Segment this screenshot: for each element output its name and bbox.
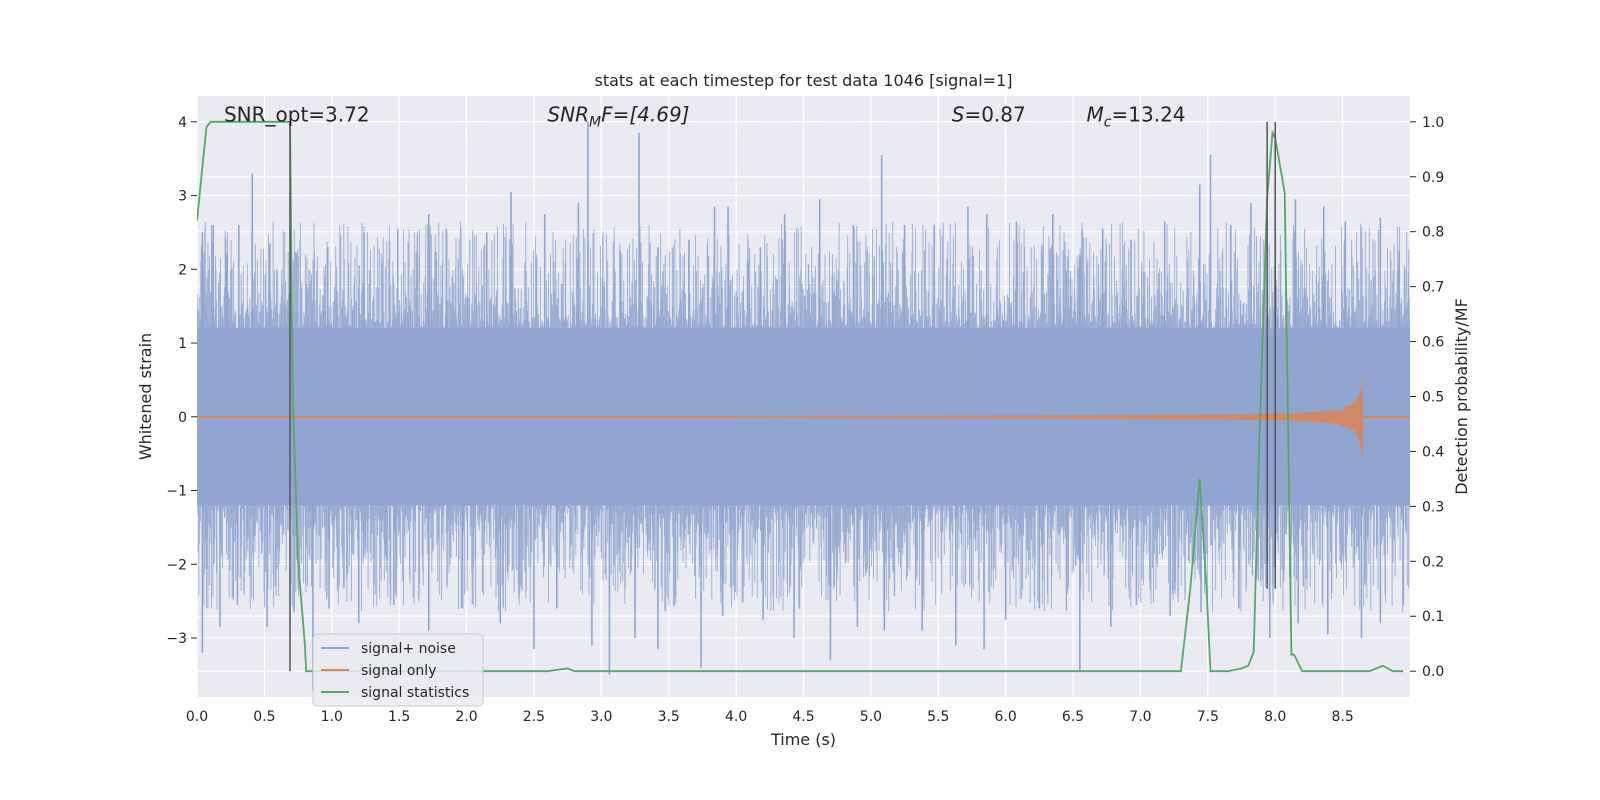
y-tick-label: 4: [178, 115, 187, 131]
y2-tick-label: 0.6: [1422, 335, 1444, 351]
x-tick-label: 8.5: [1331, 709, 1353, 725]
legend-label: signal only: [361, 663, 436, 679]
x-tick-label: 2.0: [455, 709, 477, 725]
x-axis-label: Time (s): [770, 730, 836, 749]
x-tick-label: 7.5: [1197, 709, 1219, 725]
y2-tick-label: 0.7: [1422, 280, 1444, 296]
annotation-symbol: S: [952, 102, 965, 126]
annotation-4: Mc=13.24: [1087, 102, 1186, 130]
x-tick-label: 2.5: [523, 709, 545, 725]
x-tick-label: 0.5: [253, 709, 275, 725]
annotation-symbol: SNR: [547, 102, 589, 126]
x-tick-label: 0.0: [186, 709, 208, 725]
data-layer: [197, 120, 1410, 690]
annotation-value: =13.24: [1112, 102, 1186, 126]
y-tick-label: −2: [166, 557, 187, 573]
x-tick-label: 3.5: [658, 709, 680, 725]
y-tick-label: 2: [178, 262, 187, 278]
signal-statistics-line: [197, 120, 1404, 673]
x-tick-label: 7.0: [1129, 709, 1151, 725]
legend-label: signal statistics: [361, 685, 469, 701]
y2-tick-label: 0.0: [1422, 664, 1444, 680]
y2-tick-label: 0.9: [1422, 170, 1444, 186]
x-tick-label: 4.0: [725, 709, 747, 725]
y2-tick-label: 1.0: [1422, 115, 1444, 131]
x-tick-label: 1.0: [321, 709, 343, 725]
x-tick-label: 6.0: [995, 709, 1017, 725]
x-tick-label: 6.5: [1062, 709, 1084, 725]
y2-axis-label: Detection probability/MF: [1452, 298, 1471, 495]
y2-tick-label: 0.1: [1422, 609, 1444, 625]
y-tick-label: −1: [166, 484, 187, 500]
annotation-text: SNR_opt=3.72: [224, 102, 370, 126]
annotation-subscript: c: [1104, 114, 1112, 130]
plot-area: [196, 96, 1410, 697]
y-tick-label: 0: [178, 410, 187, 426]
y-tick-label: −3: [166, 631, 187, 647]
chart-title: stats at each timestep for test data 104…: [594, 71, 1012, 90]
legend-label: signal+ noise: [361, 641, 456, 657]
y2-tick-label: 0.2: [1422, 554, 1444, 570]
signal-chirp: [735, 379, 1364, 456]
x-tick-label: 5.0: [860, 709, 882, 725]
y2-tick-label: 0.3: [1422, 499, 1444, 515]
x-tick-label: 1.5: [388, 709, 410, 725]
y-axis-label: Whitened strain: [136, 333, 155, 460]
annotation-value: F=[4.69]: [601, 102, 689, 126]
annotation-value: =0.87: [964, 102, 1025, 126]
annotation-symbol: M: [1087, 102, 1104, 126]
y-tick-label: 1: [178, 336, 187, 352]
annotation-subscript: M: [589, 114, 601, 130]
legend: signal+ noise signal only signal statistic…: [312, 633, 484, 707]
y2-tick-label: 0.5: [1422, 390, 1444, 406]
x-tick-label: 3.0: [590, 709, 612, 725]
y2-tick-label: 0.8: [1422, 225, 1444, 241]
y2-tick-label: 0.4: [1422, 444, 1444, 460]
annotation-1: SNR_opt=3.72: [224, 102, 370, 126]
x-tick-label: 5.5: [927, 709, 949, 725]
annotation-3: S=0.87: [952, 102, 1026, 126]
y-tick-label: 3: [178, 189, 187, 205]
x-tick-label: 8.0: [1264, 709, 1286, 725]
legend-box: [312, 633, 484, 707]
x-tick-label: 4.5: [792, 709, 814, 725]
annotation-2: SNRMF=[4.69]: [547, 102, 689, 130]
